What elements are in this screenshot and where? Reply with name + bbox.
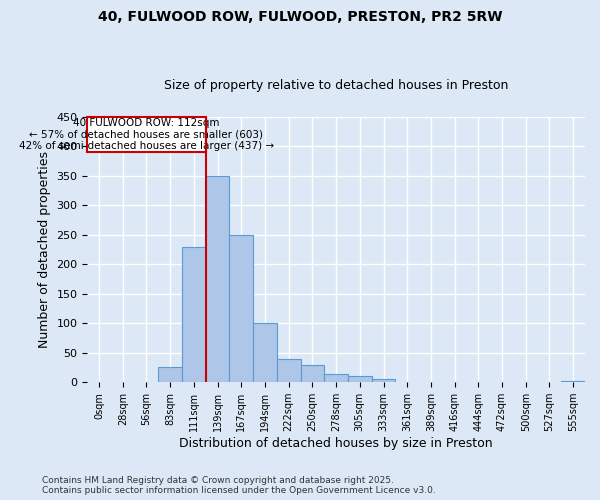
Text: 40 FULWOOD ROW: 112sqm
← 57% of detached houses are smaller (603)
42% of semi-de: 40 FULWOOD ROW: 112sqm ← 57% of detached… (19, 118, 274, 151)
X-axis label: Distribution of detached houses by size in Preston: Distribution of detached houses by size … (179, 437, 493, 450)
Title: Size of property relative to detached houses in Preston: Size of property relative to detached ho… (164, 79, 508, 92)
Bar (561, 381, 585, 382)
Y-axis label: Number of detached properties: Number of detached properties (38, 151, 51, 348)
Bar (182, 246, 206, 382)
Text: 40, FULWOOD ROW, FULWOOD, PRESTON, PR2 5RW: 40, FULWOOD ROW, FULWOOD, PRESTON, PR2 5… (98, 10, 502, 24)
Bar (277, 358, 301, 382)
Bar (206, 176, 229, 382)
Bar (348, 376, 371, 382)
Bar (301, 364, 324, 382)
Text: Contains HM Land Registry data © Crown copyright and database right 2025.
Contai: Contains HM Land Registry data © Crown c… (42, 476, 436, 495)
Bar (324, 374, 348, 382)
Bar (158, 368, 182, 382)
Bar (371, 380, 395, 382)
Bar (253, 323, 277, 382)
Bar (229, 235, 253, 382)
FancyBboxPatch shape (87, 117, 206, 152)
